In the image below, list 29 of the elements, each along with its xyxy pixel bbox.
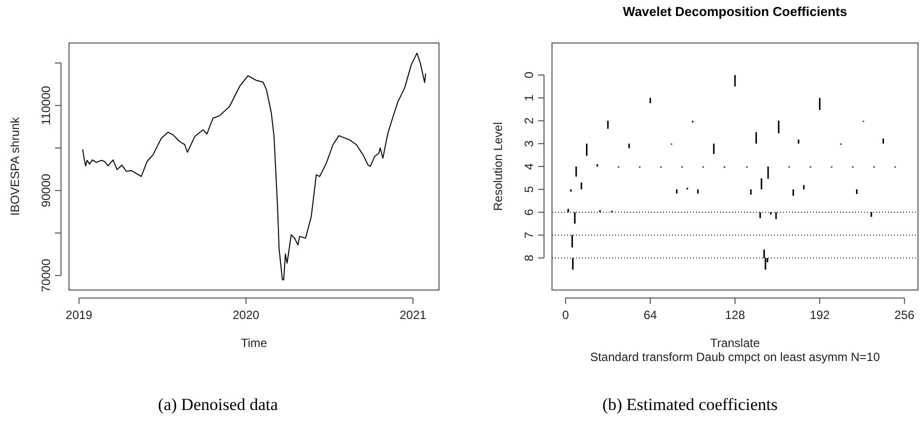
y-tick-label: 3	[522, 140, 536, 147]
y-tick-label: 6	[522, 208, 536, 216]
x-axis-title: Time	[240, 336, 268, 350]
text: (a) Denoised data	[158, 395, 278, 414]
x-tick-label: 192	[810, 308, 830, 322]
text: Standard transform Daub cmpct on least asymm N=10	[590, 350, 880, 364]
x-axis-title: Translate	[710, 336, 760, 350]
x-tick-label: 2021	[400, 308, 427, 322]
x-tick-label: 256	[894, 308, 915, 322]
x-tick-label: 2020	[232, 308, 260, 322]
y-tick-label: 5	[522, 186, 536, 193]
y-tick-label: 90000	[39, 174, 53, 208]
x-tick-label: 128	[724, 308, 746, 322]
chart-title: Wavelet Decomposition Coefficients	[622, 4, 848, 19]
y-axis-title: Resolution Level	[491, 122, 505, 211]
y-tick-label: 0	[522, 71, 536, 78]
x-tick-label: 64	[644, 308, 658, 322]
line-series	[82, 52, 426, 280]
y-tick-label: 110000	[39, 86, 53, 126]
y-tick-label: 2	[522, 117, 536, 124]
x-tick-label: 0	[562, 308, 570, 322]
y-tick-label: 7	[522, 231, 536, 238]
text: (b) Estimated coefficients	[602, 395, 778, 414]
y-axis-title: IBOVESPA shrunk	[8, 116, 22, 216]
x-tick-label: 2019	[66, 308, 93, 322]
y-tick-label: 70000	[39, 258, 53, 292]
y-tick-label: 4	[522, 162, 536, 170]
y-tick-label: 8	[522, 254, 536, 262]
y-tick-label: 1	[522, 94, 536, 102]
